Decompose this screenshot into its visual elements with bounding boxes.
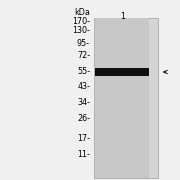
Text: 11-: 11-: [77, 150, 90, 159]
Text: 130-: 130-: [72, 26, 90, 35]
Text: 43-: 43-: [77, 82, 90, 91]
Text: 17-: 17-: [77, 134, 90, 143]
Text: kDa: kDa: [74, 8, 90, 17]
Bar: [95, 68, 149, 76]
Bar: [94, 18, 158, 178]
Text: 72-: 72-: [77, 51, 90, 60]
Text: 95-: 95-: [77, 39, 90, 48]
Text: 26-: 26-: [77, 114, 90, 123]
Bar: [95, 18, 149, 178]
Text: 1: 1: [120, 12, 125, 21]
Text: 34-: 34-: [77, 98, 90, 107]
Text: 170-: 170-: [72, 17, 90, 26]
Text: 55-: 55-: [77, 68, 90, 76]
